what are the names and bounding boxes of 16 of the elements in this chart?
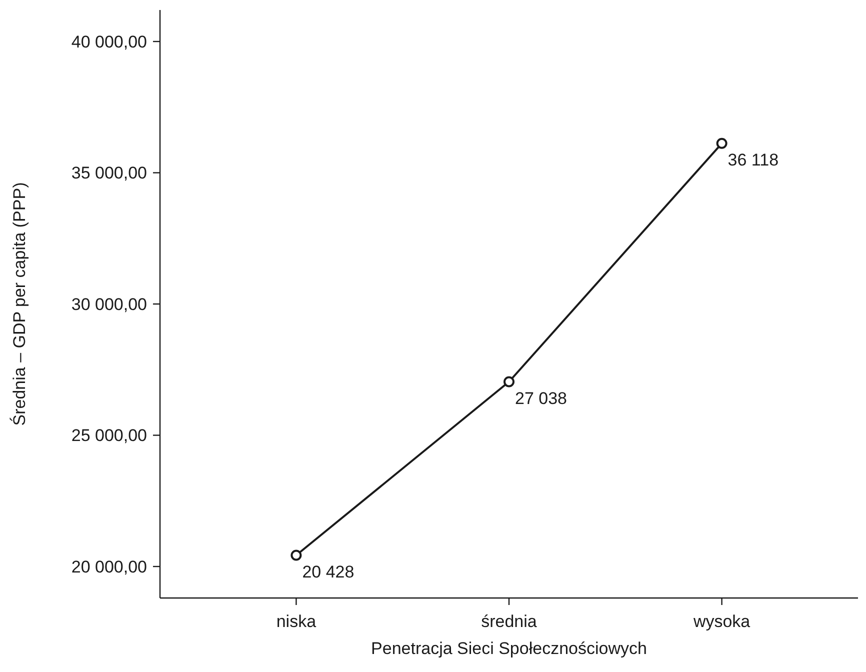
x-tick-label: wysoka: [692, 612, 751, 631]
point: [504, 376, 514, 388]
data-label: 20 428: [302, 562, 354, 582]
x-tick-label: niska: [276, 612, 317, 631]
y-tick-label: 20 000,00: [71, 557, 147, 576]
y-tick-label: 40 000,00: [71, 32, 147, 52]
y-axis-title: Średnia – GDP per capita (PPP): [9, 182, 29, 426]
y-tick-label: 25 000,00: [71, 426, 147, 446]
x-tick-label: średnia: [481, 612, 538, 631]
point: [716, 138, 728, 149]
point: [290, 550, 302, 561]
data-label: 27 038: [515, 388, 567, 408]
y-tick-label: 35 000,00: [71, 164, 147, 183]
x-axis-title: Penetracja Sieci Społecznościowych: [371, 639, 647, 658]
data-label: 36 118: [728, 150, 779, 170]
y-tick-label: 30 000,00: [71, 294, 147, 314]
